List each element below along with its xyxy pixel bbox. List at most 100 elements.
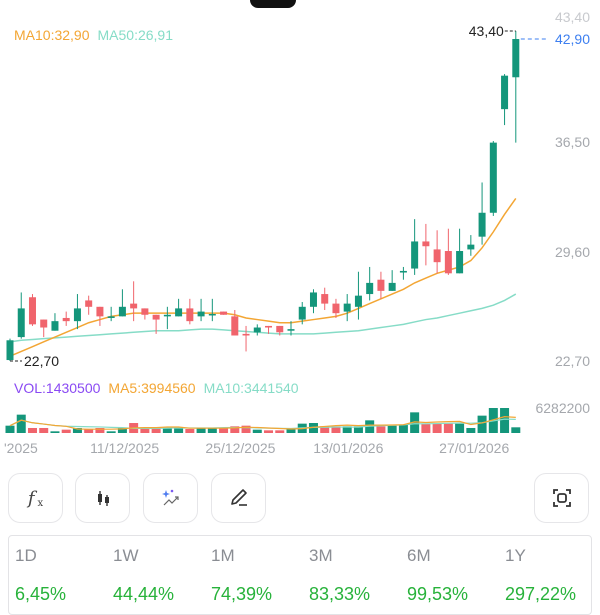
volume-bar (331, 426, 341, 433)
candle-body (512, 39, 520, 78)
candle-body (40, 319, 48, 328)
volume-bar (500, 408, 510, 433)
candle-body (17, 308, 25, 338)
volume-bar (39, 427, 49, 433)
x-axis-label: 11/12/2025 (90, 440, 159, 456)
candle-body (231, 316, 239, 336)
volume-bar (5, 425, 15, 433)
x-axis-label: 13/01/2026 (313, 440, 383, 456)
candle-body (377, 279, 385, 291)
stat-6m[interactable]: 6M 99,53% (407, 546, 468, 605)
candle-body (96, 306, 104, 317)
candle-body (354, 295, 362, 307)
stat-3m[interactable]: 3M 83,33% (309, 546, 370, 605)
candlestick-icon (97, 491, 109, 506)
function-f: f (27, 487, 35, 509)
candle-body (332, 303, 340, 314)
candle-body (118, 306, 126, 317)
chart-type-button[interactable] (75, 473, 130, 523)
volume-bar (84, 428, 94, 433)
candle-body (343, 303, 351, 312)
volume-legend: VOL:1430500 MA5:3994560 MA10:3441540 (14, 380, 307, 396)
candle-body (467, 244, 475, 250)
stat-period: 1M (211, 546, 235, 565)
volume-bar (185, 428, 195, 433)
volume-bar (140, 427, 150, 433)
volume-bar (241, 425, 251, 433)
volume-bar (286, 428, 296, 433)
volume-bar (162, 427, 172, 433)
price-legend: MA10:32,90 MA50:26,91 (14, 27, 181, 43)
stat-1m[interactable]: 1M 74,39% (211, 546, 272, 605)
volume-bar (264, 430, 274, 433)
stat-change: 99,53% (407, 584, 469, 604)
candle-body (152, 314, 160, 320)
volume-bar (353, 426, 363, 433)
fullscreen-icon (552, 489, 571, 507)
price-axis-label: 36,50 (555, 134, 590, 150)
low-label: 22,70 (24, 353, 59, 369)
vol-legend: VOL:1430500 (14, 380, 101, 396)
camera-notch (250, 0, 296, 8)
volume-bar (196, 427, 206, 433)
candle-body (298, 306, 306, 320)
vol-ma5-line (9, 416, 516, 430)
volume-bar (95, 427, 105, 433)
volume-bar (432, 423, 442, 433)
stat-1w[interactable]: 1W 44,44% (113, 546, 174, 605)
volume-bar (466, 427, 476, 433)
ma10-legend: MA10:32,90 (14, 27, 90, 43)
volume-bar (421, 423, 431, 433)
stat-period: 1Y (505, 546, 526, 565)
candle-body (208, 313, 216, 316)
volume-bar (410, 412, 420, 433)
stat-change: 297,22% (505, 584, 577, 604)
volume-bar (308, 423, 318, 433)
candle-body (197, 311, 205, 317)
volume-bar (320, 426, 330, 433)
candlestick-chart[interactable]: 43,40 36,50 29,60 22,70 42,90 43,40 22,70 62822… (0, 0, 600, 460)
x-axis-label: '2025 (4, 440, 38, 456)
candle-body (85, 300, 93, 307)
candle-body (422, 241, 430, 247)
volume-bar (511, 427, 521, 433)
function-x: x (37, 497, 44, 509)
volume-bar (443, 423, 453, 433)
candle-body (163, 314, 171, 317)
candle-body (141, 308, 149, 315)
stat-change: 44,44% (113, 584, 175, 604)
ma50-legend: MA50:26,91 (97, 27, 174, 43)
ma10-line (9, 197, 517, 357)
ai-analysis-button[interactable] (143, 473, 198, 523)
candle-body (220, 311, 228, 315)
candle-body (73, 308, 81, 322)
stat-1y[interactable]: 1Y 297,22% (505, 546, 576, 605)
fullscreen-button[interactable] (534, 473, 589, 523)
candle-body (287, 329, 295, 331)
candle-body (276, 325, 284, 333)
stat-period: 1D (15, 546, 37, 565)
volume-bar (207, 427, 217, 433)
candle-body (321, 294, 329, 304)
volume-bar (72, 427, 82, 433)
stat-change: 83,33% (309, 584, 371, 604)
vol-ma5-legend: MA5:3994560 (108, 380, 196, 396)
candle-body (388, 282, 396, 291)
candle-body (501, 75, 509, 110)
draw-button[interactable] (211, 473, 266, 523)
volume-bar (16, 414, 26, 433)
candle-body (478, 212, 486, 237)
stat-period: 3M (309, 546, 333, 565)
x-axis-label: 27/01/2026 (439, 440, 509, 456)
volume-bar (230, 426, 240, 433)
candle-body (107, 316, 115, 318)
candle-body (265, 325, 273, 328)
candle-body (62, 317, 70, 322)
stat-1d[interactable]: 1D 6,45% (15, 546, 66, 605)
ai-trend-icon (161, 489, 179, 506)
high-label: 43,40 (469, 23, 504, 39)
candle-body (456, 251, 464, 274)
volume-max-label: 6282200 (535, 400, 590, 416)
